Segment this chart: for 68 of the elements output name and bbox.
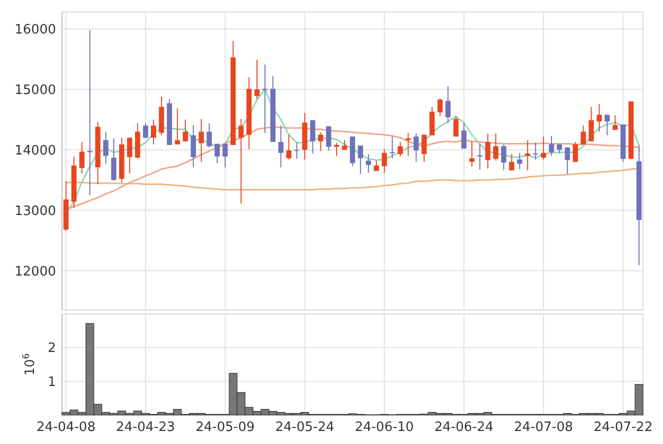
y-tick-label: 16000 (14, 22, 56, 38)
candlestick (390, 136, 395, 159)
candlestick (414, 132, 419, 162)
candlestick (525, 140, 530, 171)
candlestick (174, 108, 180, 145)
y-tick-label: 12000 (14, 264, 56, 280)
x-tick-label: 24-07-22 (594, 420, 653, 435)
candlestick (398, 141, 403, 157)
candlestick (127, 137, 132, 174)
candlestick (461, 122, 467, 150)
candlestick (430, 106, 435, 136)
x-tick-label: 24-05-24 (275, 420, 334, 435)
candlestick (79, 141, 84, 174)
candlestick (254, 59, 260, 100)
candlestick (182, 119, 188, 142)
y-tick-label: 1 (48, 374, 56, 390)
candlestick (445, 86, 451, 124)
x-tick-label: 24-07-08 (514, 420, 574, 435)
candlestick (111, 138, 116, 182)
x-tick-label: 24-05-09 (196, 420, 255, 435)
candlestick (238, 118, 244, 204)
candlestick (588, 106, 594, 142)
candlestick (596, 103, 602, 132)
candlestick (548, 135, 554, 156)
candlestick (509, 154, 514, 171)
candlestick (366, 154, 372, 174)
candlestick (532, 142, 538, 160)
candlestick (517, 152, 522, 170)
candlestick (469, 140, 474, 168)
candlestick (222, 143, 228, 168)
candlestick (437, 98, 443, 116)
candlestick (453, 116, 459, 138)
candlestick (572, 141, 578, 162)
candlestick (342, 140, 348, 150)
candlestick (150, 119, 156, 145)
candlestick (612, 114, 618, 130)
y-tick-label: 14000 (14, 143, 56, 158)
x-tick-label: 24-04-08 (36, 420, 96, 435)
x-tick-label: 24-06-10 (354, 420, 414, 435)
candlestick (540, 136, 546, 160)
candlestick (310, 120, 316, 154)
candlestick (214, 143, 220, 164)
candlestick (358, 145, 364, 174)
y-tick-label: 15000 (14, 82, 56, 98)
candlestick (326, 126, 332, 151)
candlestick (206, 122, 212, 148)
x-tick-label: 24-04-23 (116, 420, 176, 435)
candlestick (103, 131, 108, 164)
candlestick (580, 125, 586, 145)
candlestick (493, 132, 498, 162)
candlestick (142, 122, 148, 139)
candlestick (294, 142, 300, 160)
candlestick (334, 142, 340, 156)
candlestick (501, 144, 506, 171)
x-tick-label: 24-06-24 (434, 420, 494, 435)
candlestick (318, 132, 324, 152)
candlestick (374, 160, 379, 172)
y-tick-label: 2 (48, 341, 56, 356)
candlestick (286, 134, 292, 160)
candlestick (422, 134, 427, 162)
y-tick-label: 13000 (14, 204, 56, 219)
candlestick (278, 125, 284, 168)
candlestick (198, 118, 204, 162)
candlestick (190, 124, 196, 168)
candlestick (564, 146, 570, 174)
candlestick (604, 114, 610, 136)
candlestick (485, 132, 490, 170)
candlestick (382, 148, 387, 174)
